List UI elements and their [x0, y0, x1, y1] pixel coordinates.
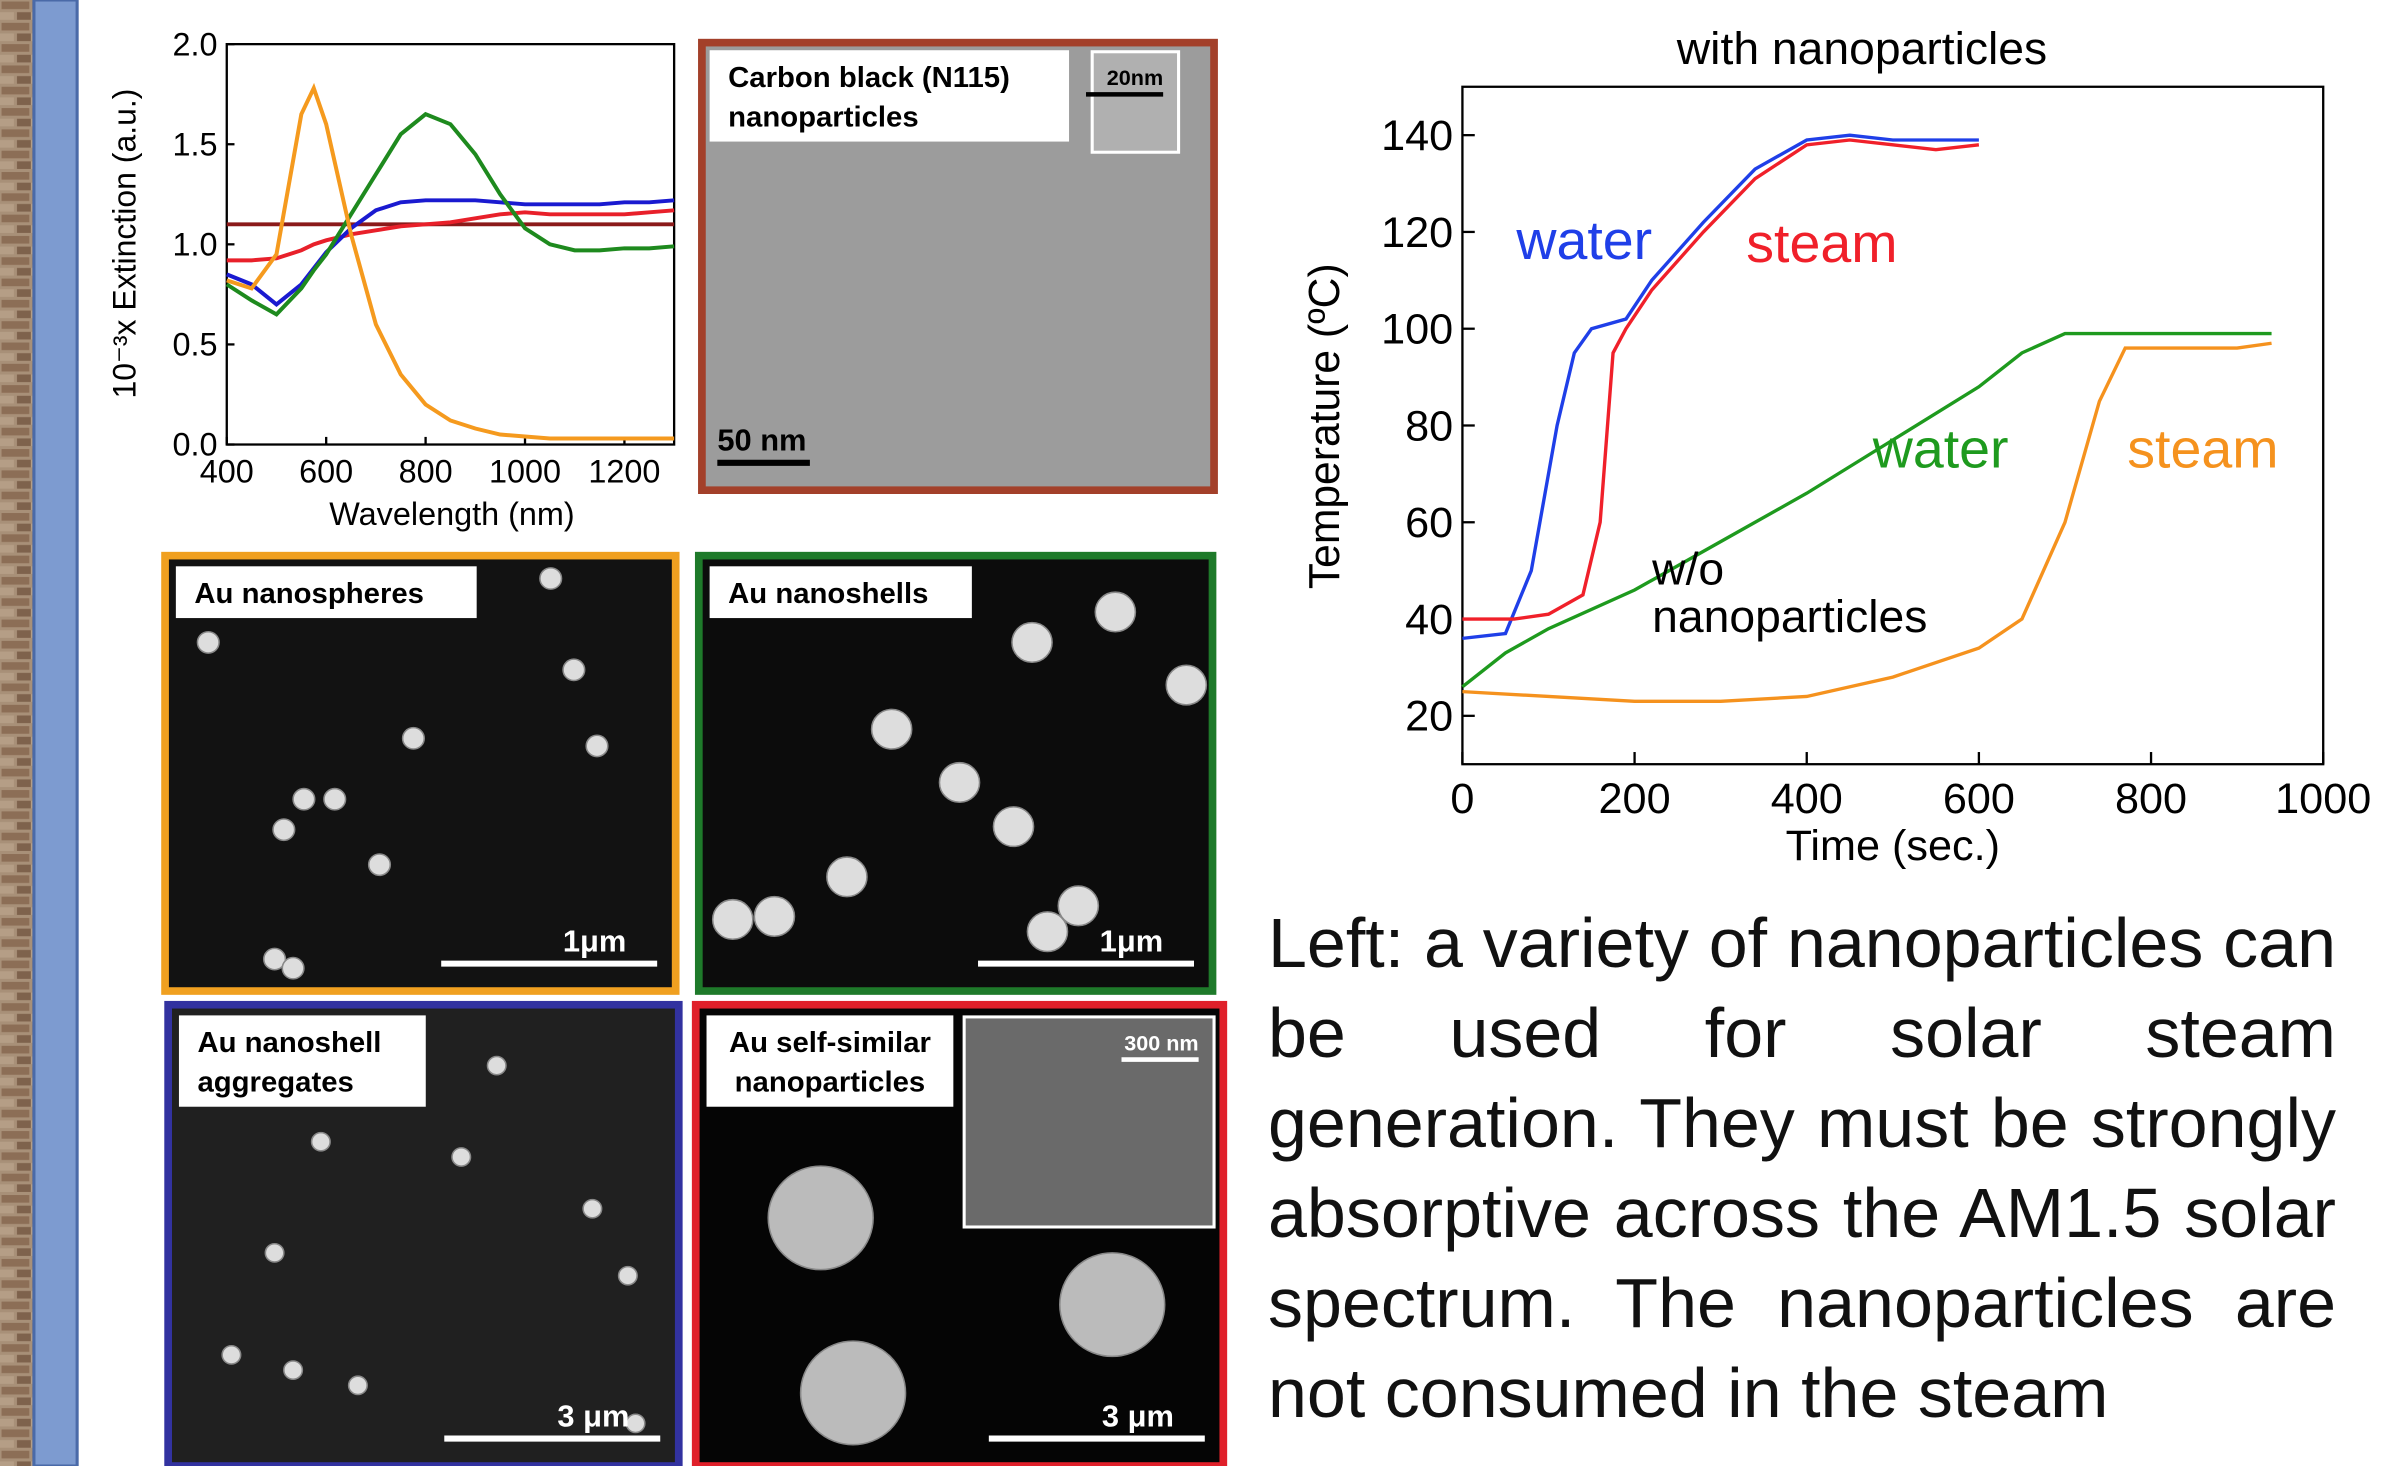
y-axis-label: Temperature (ºC) — [1301, 263, 1349, 589]
particle — [282, 958, 304, 979]
particle — [293, 789, 315, 810]
particle — [284, 1361, 303, 1379]
panel-label: Carbon black (N115) — [728, 62, 1010, 94]
panel-label: Au nanoshell — [197, 1027, 381, 1059]
particle — [403, 728, 425, 749]
panel-label: nanoparticles — [735, 1067, 926, 1099]
series-label: water — [1872, 418, 2009, 480]
series-label: steam — [2127, 418, 2278, 480]
series-label: water — [1515, 209, 1652, 271]
scale-label: 1μm — [1100, 925, 1163, 959]
panel-label: Au nanoshells — [728, 578, 928, 610]
inset-scale-label: 300 nm — [1124, 1032, 1198, 1056]
y-tick-label: 1.5 — [172, 127, 217, 163]
chart-title: with nanoparticles — [1676, 22, 2047, 74]
particle — [586, 735, 608, 756]
particle — [1058, 886, 1098, 926]
particle — [349, 1376, 368, 1394]
paragraph: Left: a variety of nanoparticles can be … — [1268, 898, 2336, 1438]
particle — [872, 709, 912, 749]
x-tick-label: 1000 — [2275, 775, 2371, 823]
annotation: nanoparticles — [1652, 590, 1927, 642]
y-tick-label: 80 — [1405, 403, 1453, 451]
panel-label: nanoparticles — [728, 102, 919, 134]
x-tick-label: 400 — [200, 454, 254, 490]
particle — [939, 763, 979, 803]
y-tick-label: 1.0 — [172, 227, 217, 263]
x-tick-label: 200 — [1599, 775, 1671, 823]
particle — [487, 1056, 506, 1074]
particle — [452, 1148, 471, 1166]
particle — [801, 1341, 906, 1445]
panel-label: aggregates — [197, 1067, 353, 1099]
page: Carbon black (N115) nanoparticles 20nm 50 n… — [0, 0, 2388, 1466]
series-label: steam — [1746, 212, 1897, 274]
particle — [222, 1346, 241, 1364]
particle — [827, 857, 867, 897]
particle — [619, 1267, 638, 1285]
plot-frame — [227, 44, 674, 444]
x-axis-label: Time (sec.) — [1786, 822, 2000, 870]
y-tick-label: 60 — [1405, 499, 1453, 547]
particle — [1060, 1253, 1165, 1357]
particle — [1012, 623, 1052, 663]
panel-label: Au self-similar — [729, 1027, 931, 1059]
particle — [993, 807, 1033, 847]
x-tick-label: 0 — [1450, 775, 1474, 823]
y-tick-label: 100 — [1381, 306, 1453, 354]
particle — [312, 1133, 331, 1151]
y-tick-label: 0.5 — [172, 327, 217, 363]
particle — [768, 1166, 873, 1270]
particle — [1166, 665, 1206, 705]
particle — [273, 819, 295, 840]
y-tick-label: 2.0 — [172, 27, 217, 63]
x-tick-label: 800 — [2115, 775, 2187, 823]
blue-bar — [34, 0, 77, 1466]
scale-label: 3 μm — [1102, 1400, 1174, 1434]
y-axis-label: 10⁻³x Extinction (a.u.) — [107, 89, 143, 399]
y-tick-label: 140 — [1381, 112, 1453, 160]
scale-label: 1μm — [563, 925, 626, 959]
x-axis-label: Wavelength (nm) — [329, 496, 574, 532]
y-tick-label: 20 — [1405, 693, 1453, 741]
scale-label: 3 μm — [557, 1400, 629, 1434]
brick-background — [0, 0, 34, 1466]
particle — [713, 900, 753, 940]
particle — [324, 789, 346, 810]
x-tick-label: 1000 — [489, 454, 561, 490]
particle — [265, 1244, 284, 1262]
particle — [197, 632, 219, 653]
particle — [540, 568, 562, 589]
annotation: w/o — [1651, 543, 1724, 595]
x-tick-label: 1200 — [588, 454, 660, 490]
x-tick-label: 400 — [1771, 775, 1843, 823]
y-tick-label: 120 — [1381, 209, 1453, 257]
x-tick-label: 600 — [1943, 775, 2015, 823]
particle — [1095, 592, 1135, 632]
scale-label: 50 nm — [717, 424, 806, 458]
x-tick-label: 600 — [299, 454, 353, 490]
particle — [563, 659, 585, 680]
particle — [369, 854, 391, 875]
particle — [583, 1200, 602, 1218]
inset-scale-label: 20nm — [1107, 66, 1163, 90]
particle — [754, 897, 794, 937]
x-tick-label: 800 — [399, 454, 453, 490]
y-tick-label: 40 — [1405, 596, 1453, 644]
panel-label: Au nanospheres — [194, 578, 424, 610]
